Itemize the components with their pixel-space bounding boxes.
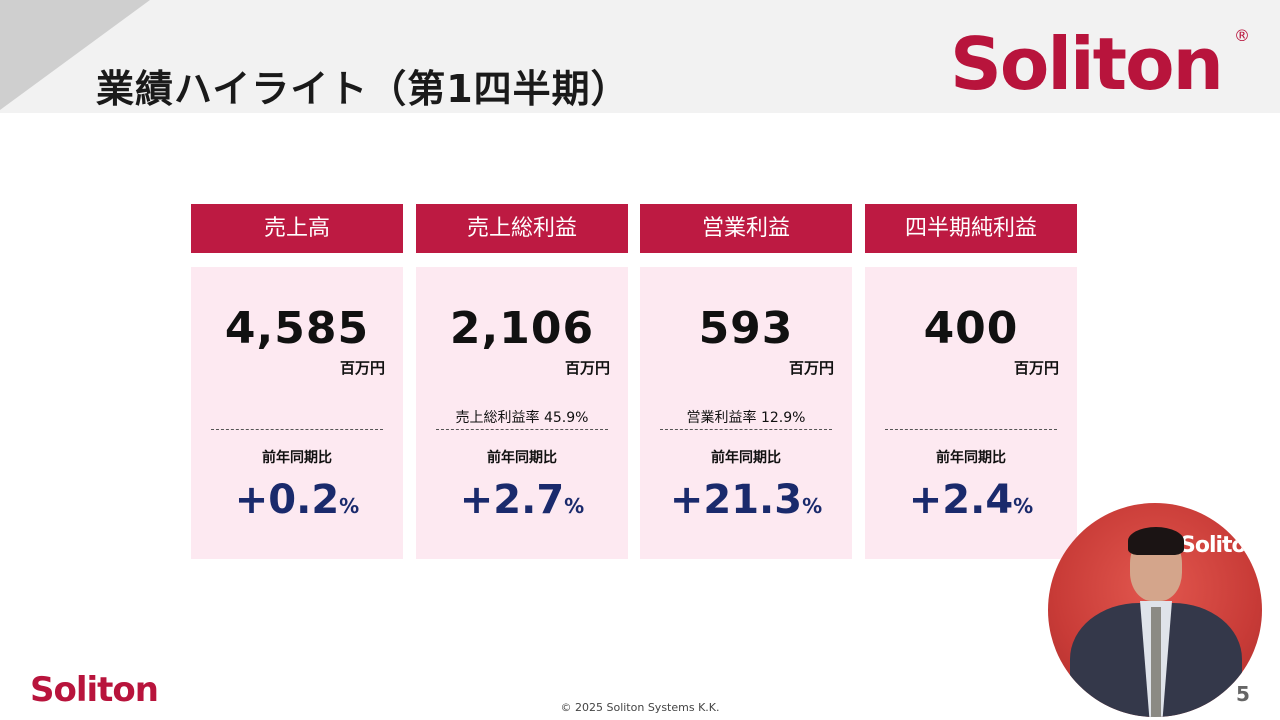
kpi-divider (660, 429, 832, 430)
video-wall-logo-left: n (1048, 533, 1058, 558)
yoy-change: +2.4% (865, 477, 1077, 523)
yoy-unit: % (1013, 494, 1034, 518)
brand-logo: Soliton ® (950, 18, 1260, 110)
kpi-value: 593 (698, 303, 794, 354)
presenter-tie (1151, 607, 1161, 717)
yoy-change: +21.3% (640, 477, 852, 523)
yoy-unit: % (802, 494, 823, 518)
kpi-card-title: 営業利益 (640, 204, 852, 253)
footer-logo: Soliton (30, 670, 159, 710)
yoy-value: +21.3 (669, 477, 803, 523)
presenter-hair (1128, 527, 1184, 555)
yoy-change: +2.7% (416, 477, 628, 523)
brand-logo-text: Soliton (950, 22, 1224, 106)
yoy-label: 前年同期比 (487, 450, 557, 466)
kpi-card-body: 2,106 百万円 売上総利益率 45.9% 前年同期比 +2.7% (416, 267, 628, 559)
kpi-unit: 百万円 (564, 359, 610, 377)
yoy-unit: % (339, 494, 360, 518)
kpi-divider (436, 429, 608, 430)
kpi-card-title: 四半期純利益 (865, 204, 1077, 253)
yoy-value: +2.7 (459, 477, 565, 523)
kpi-card-body: 4,585 百万円 前年同期比 +0.2% (191, 267, 403, 559)
yoy-value: +2.4 (908, 477, 1014, 523)
kpi-value: 400 (923, 303, 1019, 354)
yoy-change: +0.2% (191, 477, 403, 523)
registered-mark: ® (1234, 26, 1250, 45)
kpi-card-title: 売上総利益 (416, 204, 628, 253)
corner-decoration (0, 0, 150, 110)
kpi-card-body: 593 百万円 営業利益率 12.9% 前年同期比 +21.3% (640, 267, 852, 559)
kpi-sub: 売上総利益率 45.9% (455, 410, 589, 426)
kpi-card-body: 400 百万円 前年同期比 +2.4% (865, 267, 1077, 559)
yoy-unit: % (564, 494, 585, 518)
kpi-unit: 百万円 (339, 359, 385, 377)
yoy-label: 前年同期比 (262, 450, 332, 466)
copyright: © 2025 Soliton Systems K.K. (560, 701, 720, 714)
yoy-value: +0.2 (234, 477, 340, 523)
kpi-value: 4,585 (224, 303, 370, 354)
kpi-unit: 百万円 (788, 359, 834, 377)
yoy-label: 前年同期比 (711, 450, 781, 466)
kpi-value: 2,106 (449, 303, 595, 354)
header-band (0, 0, 1280, 113)
kpi-unit: 百万円 (1013, 359, 1059, 377)
yoy-label: 前年同期比 (936, 450, 1006, 466)
kpi-sub: 営業利益率 12.9% (686, 410, 806, 426)
presenter-video[interactable]: n Solito (1048, 503, 1262, 717)
kpi-card-title: 売上高 (191, 204, 403, 253)
page-title: 業績ハイライト（第1四半期） (96, 67, 630, 111)
video-wall-logo: Solito (1180, 533, 1247, 558)
kpi-divider (211, 429, 383, 430)
kpi-divider (885, 429, 1057, 430)
